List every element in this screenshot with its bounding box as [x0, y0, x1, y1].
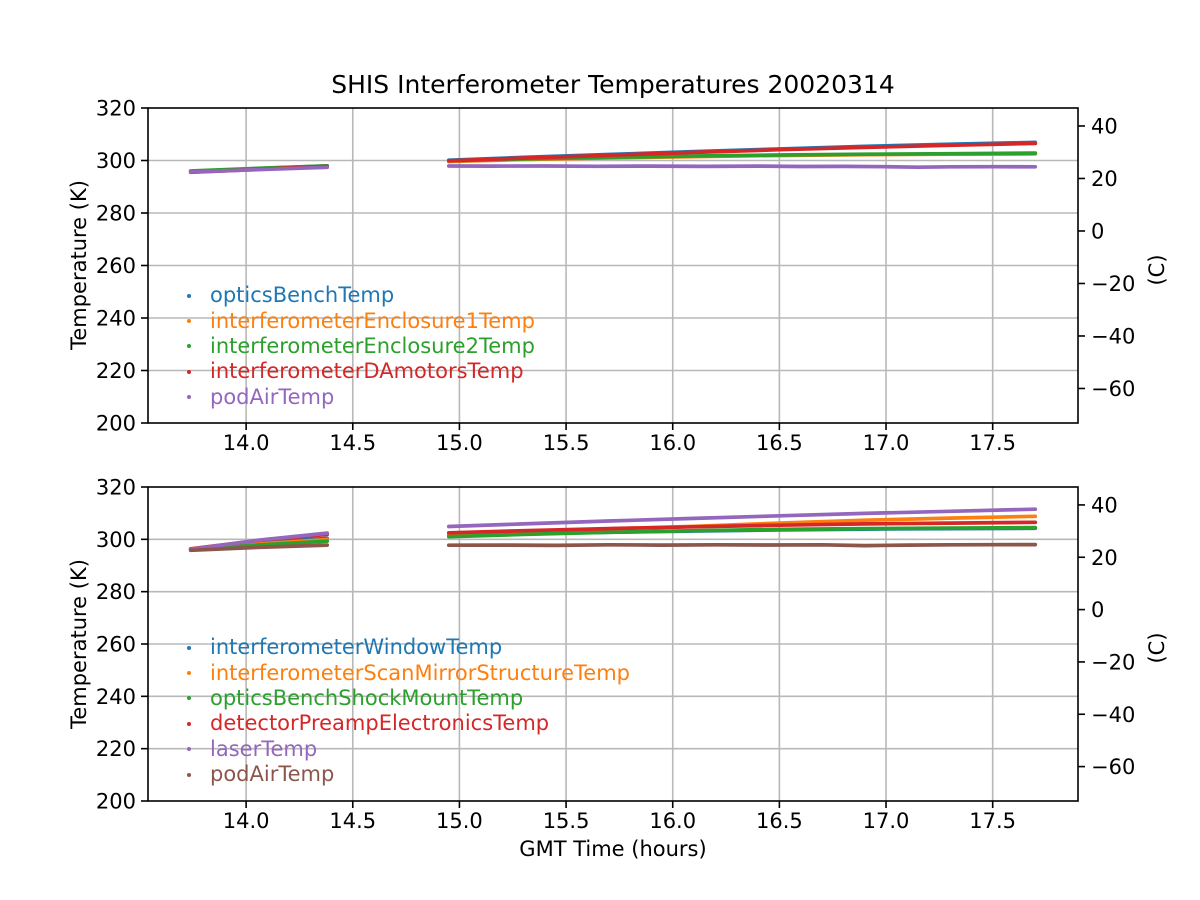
y-axis-label-celsius-top: (C)	[1145, 254, 1169, 286]
legend-item-detectorPreampElectronicsTemp: detectorPreampElectronicsTemp	[187, 711, 630, 736]
x-tick-label: 14.0	[223, 431, 270, 455]
series-line-detectorPreampElectronicsTemp	[446, 520, 1038, 535]
series-line-podAirTemp	[188, 165, 330, 174]
legend-item-interferometerDAmotorsTemp: interferometerDAmotorsTemp	[187, 359, 535, 384]
y-tick-label-kelvin: 280	[96, 580, 136, 604]
series-line-interferometerDAmotorsTemp	[446, 141, 1038, 163]
x-tick-label: 14.5	[329, 809, 376, 833]
x-axis-label: GMT Time (hours)	[519, 837, 707, 861]
y-tick-label-celsius: 20	[1091, 167, 1118, 191]
series-line-laserTemp	[188, 531, 330, 552]
legend-label: detectorPreampElectronicsTemp	[210, 711, 550, 736]
y-tick-label-kelvin: 300	[96, 528, 136, 552]
legend-label: podAirTemp	[210, 762, 335, 787]
legend-item-laserTemp: laserTemp	[187, 737, 630, 762]
y-tick-label-kelvin: 200	[96, 412, 136, 436]
y-tick-label-kelvin: 220	[96, 737, 136, 761]
series-line-podAirTemp	[446, 542, 1038, 548]
legend-marker-dot	[187, 395, 191, 400]
legend-item-podAirTemp: podAirTemp	[187, 762, 630, 787]
legend-label: laserTemp	[210, 736, 318, 761]
x-tick-label: 17.5	[969, 431, 1016, 455]
x-tick-label: 16.5	[756, 809, 803, 833]
x-tick-label: 15.5	[543, 809, 590, 833]
y-tick-label-celsius: −20	[1091, 272, 1135, 296]
y-tick-label-celsius: −60	[1091, 377, 1135, 401]
x-tick-label: 17.5	[969, 809, 1016, 833]
legend-label: opticsBenchShockMountTemp	[210, 685, 524, 710]
y-tick-label-kelvin: 260	[96, 633, 136, 657]
x-tick-label: 15.0	[436, 431, 483, 455]
y-axis-label-celsius-bottom: (C)	[1145, 632, 1169, 664]
legend-item-interferometerScanMirrorStructureTemp: interferometerScanMirrorStructureTemp	[187, 660, 630, 685]
x-tick-label: 17.0	[863, 431, 910, 455]
chart-title: SHIS Interferometer Temperatures 2002031…	[331, 70, 895, 99]
x-tick-label: 16.5	[756, 431, 803, 455]
x-tick-label: 16.0	[649, 809, 696, 833]
y-tick-label-celsius: 40	[1091, 493, 1118, 517]
legend-marker-dot	[187, 319, 191, 324]
series-line-podAirTemp	[446, 164, 1038, 170]
y-tick-label-kelvin: 320	[96, 97, 136, 121]
legend-label: interferometerWindowTemp	[210, 635, 503, 660]
legend-marker-dot	[187, 721, 191, 726]
legend-bottom-plot: interferometerWindowTemp interferometerSc…	[187, 635, 630, 787]
y-tick-label-celsius: 40	[1091, 114, 1118, 138]
legend-label: interferometerDAmotorsTemp	[210, 359, 524, 384]
legend-label: interferometerEnclosure2Temp	[210, 333, 535, 358]
x-tick-label: 15.0	[436, 809, 483, 833]
y-tick-label-kelvin: 280	[96, 202, 136, 226]
legend-marker-dot	[187, 772, 191, 777]
legend-item-interferometerEnclosure1Temp: interferometerEnclosure1Temp	[187, 308, 535, 333]
legend-marker-dot	[187, 747, 191, 752]
legend-item-opticsBenchTemp: opticsBenchTemp	[187, 283, 535, 308]
y-tick-label-celsius: 0	[1091, 598, 1104, 622]
legend-marker-dot	[187, 344, 191, 349]
legend-label: podAirTemp	[210, 384, 335, 409]
legend-label: interferometerEnclosure1Temp	[210, 308, 535, 333]
y-axis-label-kelvin-top: Temperature (K)	[67, 180, 91, 350]
y-tick-label-celsius: −60	[1091, 755, 1135, 779]
y-tick-label-kelvin: 320	[96, 476, 136, 500]
series-line-podAirTemp	[188, 543, 330, 553]
legend-marker-dot	[187, 671, 191, 676]
series-line-laserTemp	[446, 507, 1038, 529]
y-tick-label-kelvin: 240	[96, 685, 136, 709]
legend-item-interferometerEnclosure2Temp: interferometerEnclosure2Temp	[187, 334, 535, 359]
y-tick-label-celsius: −20	[1091, 650, 1135, 674]
y-tick-label-celsius: 20	[1091, 546, 1118, 570]
legend-marker-dot	[187, 696, 191, 701]
y-tick-label-kelvin: 260	[96, 254, 136, 278]
legend-label: opticsBenchTemp	[210, 283, 395, 308]
y-tick-label-celsius: −40	[1091, 324, 1135, 348]
y-tick-label-celsius: 0	[1091, 219, 1104, 243]
series-line-opticsBenchShockMountTemp	[446, 525, 1038, 539]
y-tick-label-kelvin: 220	[96, 359, 136, 383]
x-tick-label: 16.0	[649, 431, 696, 455]
x-tick-label: 14.5	[329, 431, 376, 455]
legend-marker-dot	[187, 645, 191, 650]
y-tick-label-kelvin: 240	[96, 307, 136, 331]
legend-item-podAirTemp: podAirTemp	[187, 385, 535, 410]
legend-top-plot: opticsBenchTemp interferometerEnclosure1T…	[187, 283, 535, 410]
legend-marker-dot	[187, 369, 191, 374]
x-tick-label: 14.0	[223, 809, 270, 833]
y-tick-label-kelvin: 200	[96, 790, 136, 814]
x-tick-label: 15.5	[543, 431, 590, 455]
legend-marker-dot	[187, 293, 191, 298]
y-tick-label-kelvin: 300	[96, 149, 136, 173]
legend-item-interferometerWindowTemp: interferometerWindowTemp	[187, 635, 630, 660]
legend-item-opticsBenchShockMountTemp: opticsBenchShockMountTemp	[187, 686, 630, 711]
x-tick-label: 17.0	[863, 809, 910, 833]
y-tick-label-celsius: −40	[1091, 703, 1135, 727]
y-axis-label-kelvin-bottom: Temperature (K)	[67, 559, 91, 729]
legend-label: interferometerScanMirrorStructureTemp	[210, 660, 631, 685]
